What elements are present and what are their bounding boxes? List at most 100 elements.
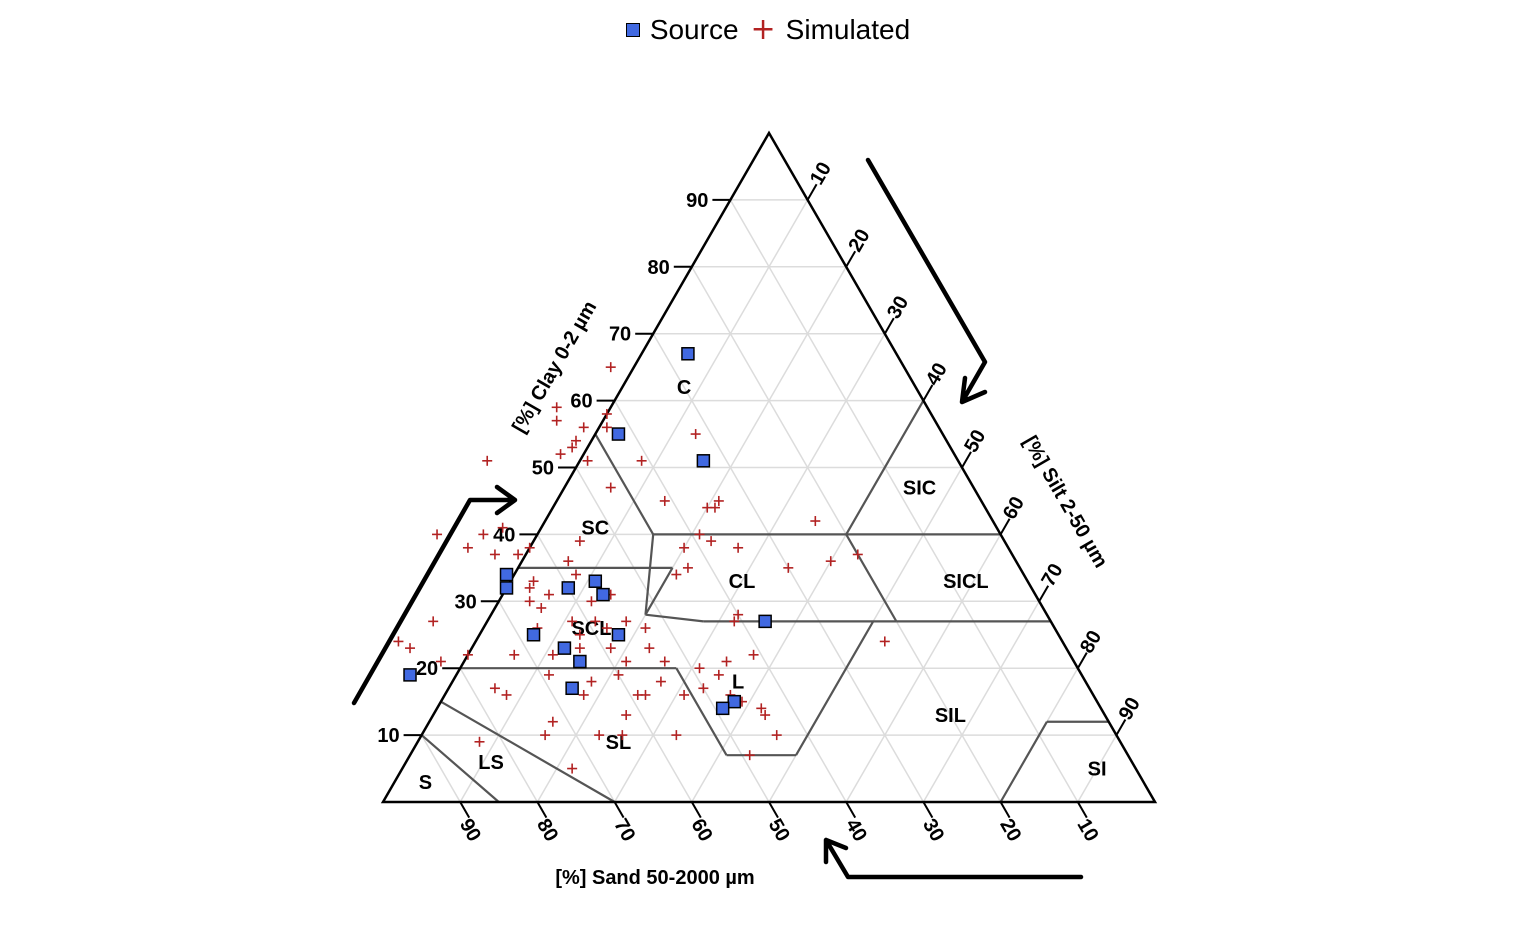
simulated-point [621,656,632,667]
source-point [561,581,576,595]
simulated-point [567,442,578,453]
source-point [611,427,626,441]
sand-tick [845,801,857,819]
grid-line-sand [420,734,461,803]
simulated-point [571,435,581,446]
simulated-point [462,542,473,553]
simulated-point [462,649,473,660]
clay-tick-label: 20 [416,658,438,680]
source-point [403,668,417,682]
clay-tick-label: 60 [570,391,592,413]
sand-axis-title: [%] Sand 50-2000 µm [555,867,754,889]
sand-tick-label: 70 [609,815,639,845]
simulated-point [679,689,690,700]
grid-line-silt [1077,734,1118,803]
simulated-point [586,596,597,607]
simulated-point [783,562,794,573]
texture-class-boundaries [420,400,1109,803]
silt-tick-label: 50 [960,426,990,456]
source-point [499,567,514,582]
simulated-point [524,542,535,553]
silt-tick [806,183,818,201]
sand-tick-label: 90 [455,815,485,845]
simulated-point [709,502,720,513]
simulated-point [706,536,717,547]
sand-tick-label: 20 [995,815,1025,845]
silt-tick-label: 80 [1076,627,1106,657]
simulated-point [555,449,566,460]
region-label-l: L [732,672,744,694]
simulated-point [744,750,755,761]
legend-label-source: Source [649,14,739,45]
simulated-point [879,636,890,647]
simulated-point [659,656,670,667]
simulated-point [659,495,670,506]
simulated-point [578,422,589,433]
sand-tick [768,801,779,819]
simulated-point [551,402,562,413]
simulated-point [605,643,616,654]
source-point [758,614,772,629]
silt-tick-label: 30 [883,292,913,322]
silt-tick [999,518,1011,535]
simulated-point [594,730,605,741]
simulated-point [513,549,524,560]
region-boundary [420,734,500,803]
region-label-ls: LS [478,752,504,774]
simulated-point [733,542,744,553]
silt-direction-arrow [865,157,988,405]
simulated-point [601,623,612,634]
simulated-point [605,362,616,373]
region-label-sc: SC [581,518,609,540]
silt-tick [845,250,857,268]
legend-item-source: Source [625,14,739,46]
simulated-point [528,576,539,587]
sand-tick [999,801,1011,819]
region-boundary [440,700,616,803]
simulated-point [497,522,508,533]
region-boundary [999,721,1048,803]
sand-tick [536,801,548,819]
simulated-point [640,623,651,634]
region-boundary [644,567,674,616]
source-point [696,454,711,468]
clay-axis-title: [%] Clay 0-2 µm [508,297,601,436]
region-label-sil: SIL [935,705,966,727]
source-point [573,654,587,669]
simulated-point [509,649,520,660]
simulated-point [563,556,574,567]
silt-tick-label: 90 [1115,694,1145,724]
silt-tick [1076,652,1088,669]
simulated-point [543,589,554,600]
sand-tick-label: 50 [764,815,794,845]
simulated-point [567,763,578,774]
simulated-point [571,569,581,580]
region-boundary [594,433,655,535]
simulated-point [586,676,597,687]
simulated-point [771,730,782,741]
simulated-point [852,549,863,560]
region-boundary [845,533,898,622]
source-point [715,701,730,716]
simulated-point [655,676,666,687]
source-point [588,574,603,588]
silt-tick [1115,719,1127,736]
region-label-c: C [677,377,691,399]
simulated-point [574,643,585,654]
legend-item-simulated: + Simulated [751,14,911,46]
source-point [499,581,514,595]
grid-line-sand [575,467,770,803]
simulated-point [760,710,771,721]
simulated-point [690,429,701,440]
grid-line-silt [845,534,1002,803]
sand-tick-label: 80 [532,815,562,845]
sand-tick [690,801,702,819]
simulated-point [482,455,493,466]
silt-tick-label: 40 [922,359,952,389]
region-boundary [675,667,728,756]
simulated-point [582,455,593,466]
source-point [681,347,695,361]
direction-arrows [351,157,1084,880]
silt-tick-label: 60 [999,493,1029,523]
